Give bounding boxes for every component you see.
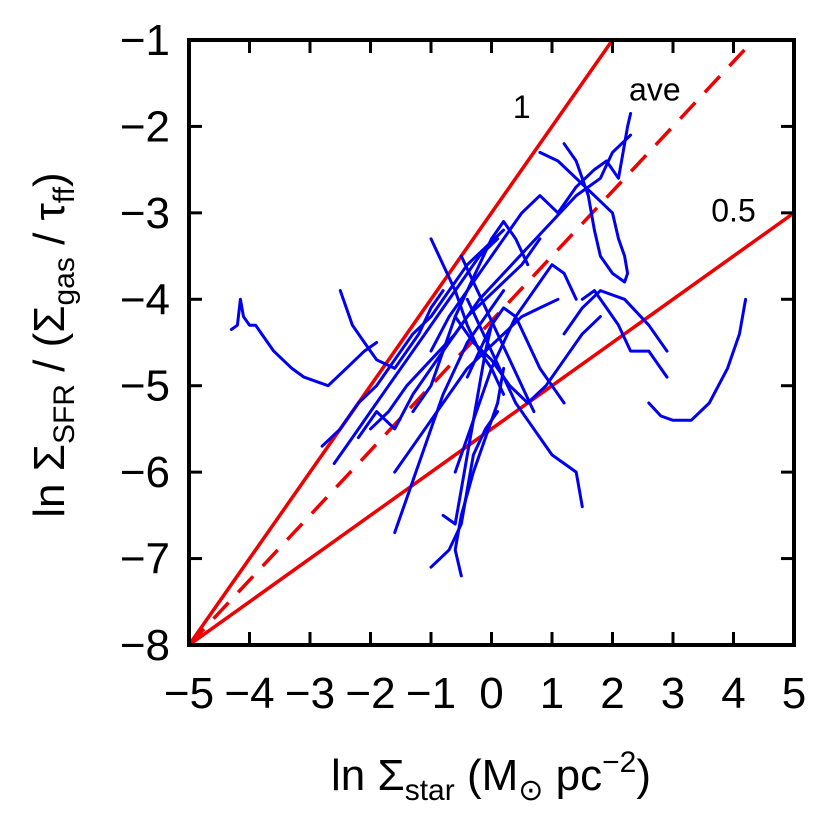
x-tick-label: −4 xyxy=(224,669,274,718)
y-tick-label: −3 xyxy=(120,189,170,238)
series-track-4 xyxy=(332,237,500,465)
reference-line-slope-1 xyxy=(189,40,615,645)
reference-label-slope-1: 1 xyxy=(513,89,531,125)
x-tick-label: 1 xyxy=(540,669,564,718)
y-tick-label: −2 xyxy=(120,102,170,151)
x-tick-label: 2 xyxy=(600,669,624,718)
x-tick-label: 0 xyxy=(479,669,503,718)
y-tick-label: −4 xyxy=(120,275,170,324)
series-track-13 xyxy=(453,366,506,578)
reference-line-slope-ave xyxy=(189,40,757,645)
y-tick-label: −6 xyxy=(120,448,170,497)
series-track-22 xyxy=(459,254,536,414)
reference-label-slope-0.5: 0.5 xyxy=(711,193,755,229)
series-track-2 xyxy=(338,289,445,370)
x-tick-label: −1 xyxy=(406,669,456,718)
y-tick-label: −1 xyxy=(120,16,170,65)
plot-frame xyxy=(187,38,796,647)
x-tick-label: −3 xyxy=(285,669,335,718)
y-tick-label: −8 xyxy=(120,621,170,670)
x-axis-title: ln Σstar (M⊙ pc−2) xyxy=(331,746,651,807)
x-tick-label: 5 xyxy=(782,669,806,718)
y-tick-label: −5 xyxy=(120,362,170,411)
y-tick-label: −7 xyxy=(120,535,170,584)
reference-line-slope-0.5 xyxy=(189,210,794,645)
line-labels: 1 ave 0.5 xyxy=(513,72,756,229)
series-track-6 xyxy=(369,133,633,431)
series-track-15 xyxy=(393,289,506,535)
series-track-8 xyxy=(538,142,630,284)
series-track-21 xyxy=(465,306,566,405)
axis-ticks: −5 −4 −3 −2 −1 0 1 2 3 4 5−8−7−6−5−4−3−2−1 xyxy=(120,16,806,718)
y-axis-title: ln ΣSFR / (Σgas / τff) xyxy=(25,172,81,517)
series-track-19 xyxy=(562,289,669,353)
series-track-14 xyxy=(429,410,500,569)
data-series xyxy=(229,112,748,578)
series-track-3 xyxy=(320,228,506,448)
series-track-18 xyxy=(580,289,669,379)
x-tick-label: −2 xyxy=(345,669,395,718)
series-track-9 xyxy=(411,220,530,414)
reference-label-slope-ave: ave xyxy=(629,72,681,108)
series-track-1 xyxy=(229,297,379,388)
reference-lines xyxy=(189,40,794,645)
series-track-23 xyxy=(429,237,506,396)
x-tick-label: −5 xyxy=(164,669,214,718)
x-tick-label: 3 xyxy=(661,669,685,718)
series-track-20 xyxy=(647,297,748,422)
x-tick-label: 4 xyxy=(721,669,745,718)
